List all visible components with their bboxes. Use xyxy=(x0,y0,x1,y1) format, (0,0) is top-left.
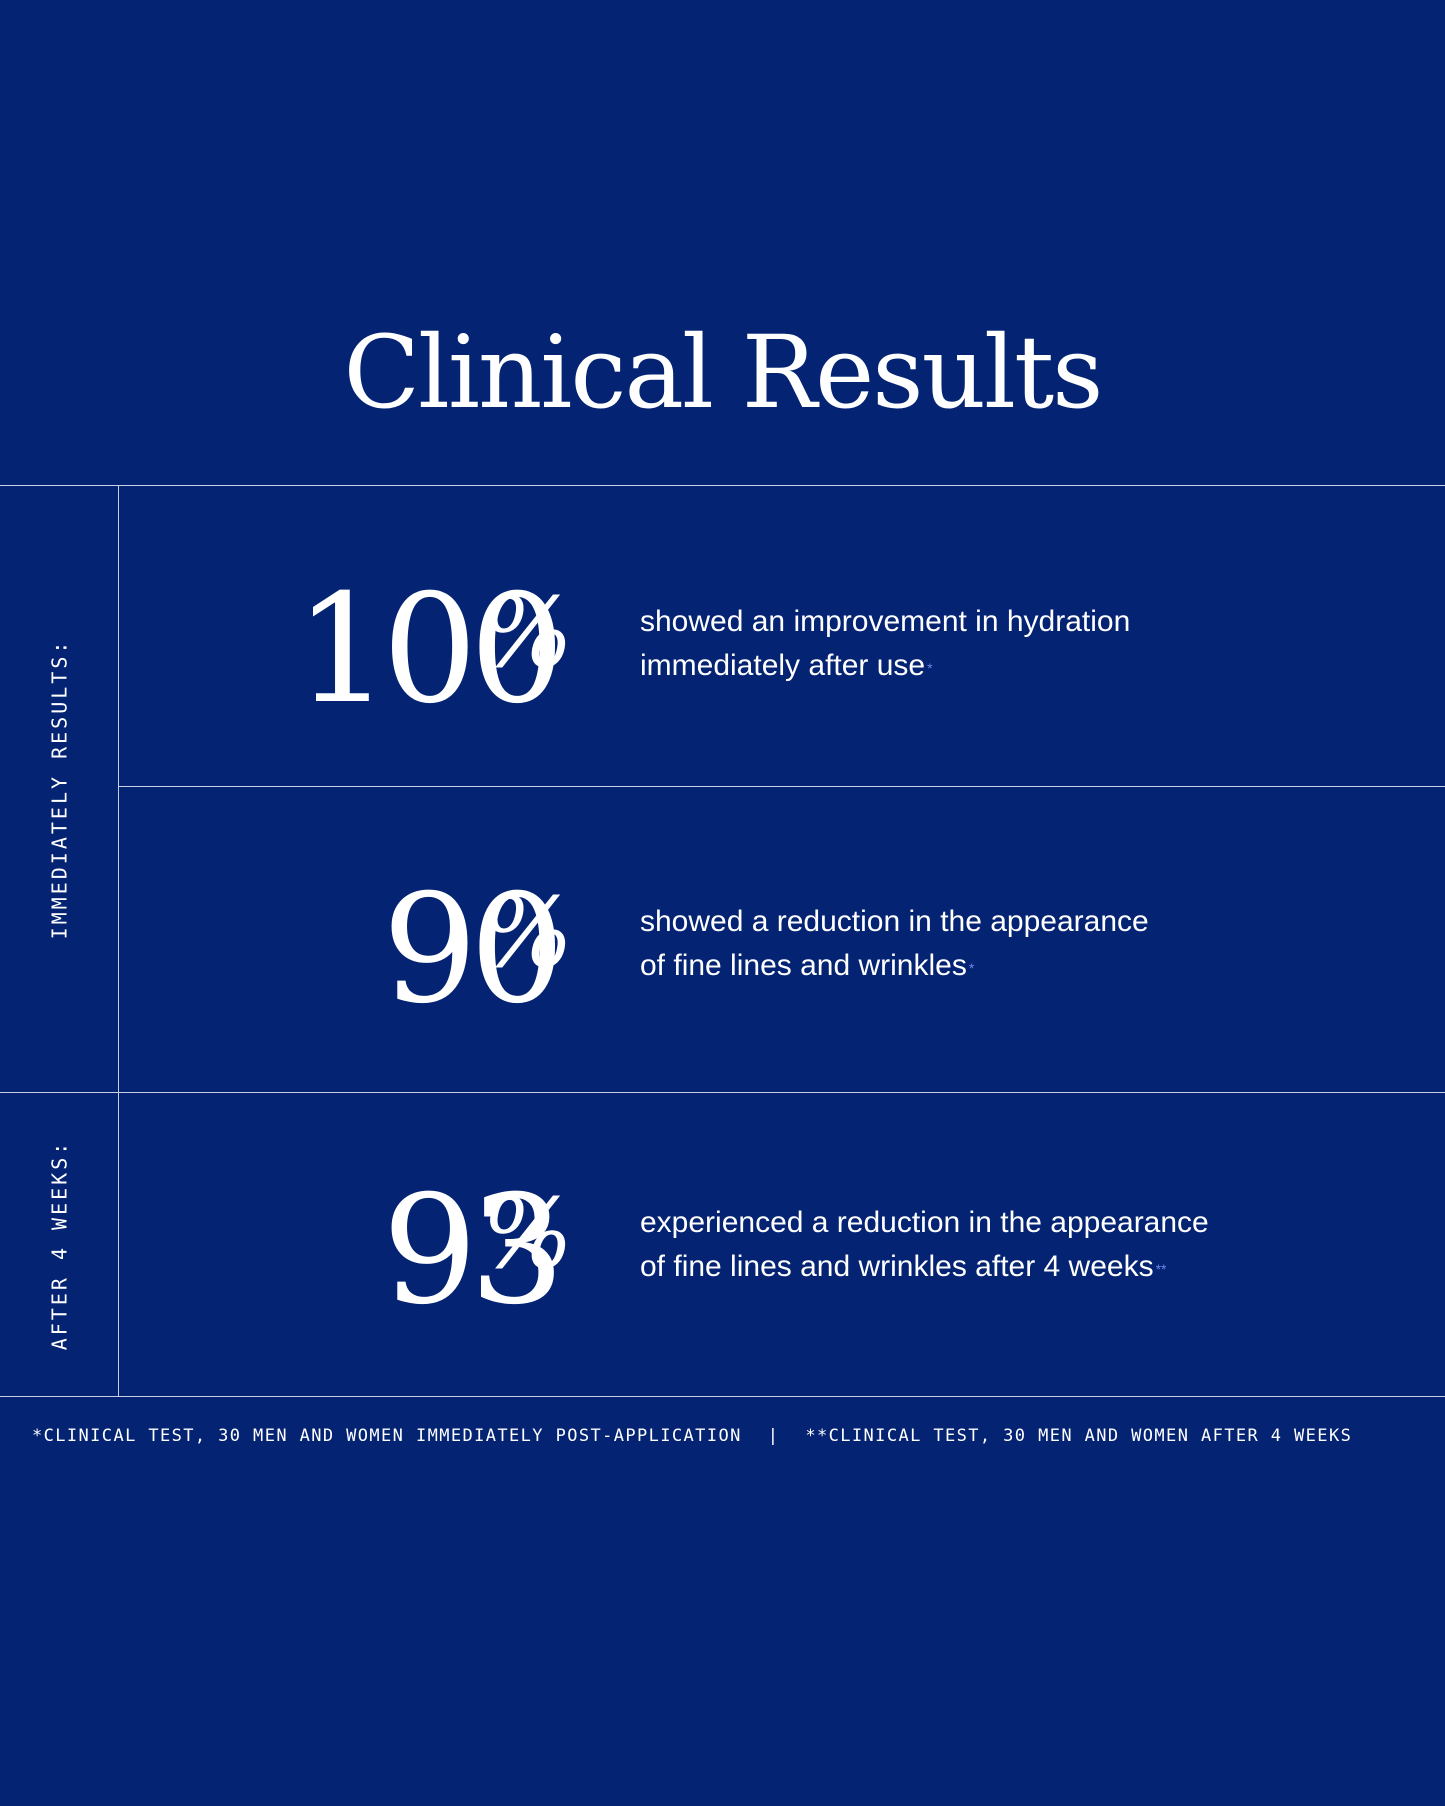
footnote-first: *CLINICAL TEST, 30 MEN AND WOMEN IMMEDIA… xyxy=(32,1426,742,1446)
footnotes: *CLINICAL TEST, 30 MEN AND WOMEN IMMEDIA… xyxy=(32,1426,1352,1446)
stat-description-line: showed a reduction in the appearance xyxy=(640,905,1149,938)
stat-row-fine-lines: 90 % showed a reduction in the appearanc… xyxy=(120,875,1445,1035)
side-label-weeks: AFTER 4 WEEKS: xyxy=(0,1093,118,1396)
stat-percent-sign: % xyxy=(482,1178,574,1290)
stat-percent-sign: % xyxy=(482,577,574,689)
divider-vertical xyxy=(118,485,119,1396)
stat-row-after-4-weeks: 93 % experienced a reduction in the appe… xyxy=(120,1176,1445,1336)
page-title: Clinical Results xyxy=(343,314,1104,431)
side-label-immediate: IMMEDIATELY RESULTS: xyxy=(0,486,118,1092)
stat-number: 90 xyxy=(382,863,565,1037)
footnote-mark: * xyxy=(927,660,933,676)
stat-description: showed a reduction in the appearance of … xyxy=(640,900,1149,988)
stat-description-line: immediately after use * xyxy=(640,649,933,682)
stat-number: 93 xyxy=(382,1164,565,1338)
stat-description: showed an improvement in hydration immed… xyxy=(640,600,1130,688)
footnote-mark: ** xyxy=(1155,1261,1167,1277)
footnote-second: **CLINICAL TEST, 30 MEN AND WOMEN AFTER … xyxy=(805,1426,1353,1446)
footnote-separator: | xyxy=(767,1426,780,1446)
side-label-weeks-text: AFTER 4 WEEKS: xyxy=(47,1139,72,1350)
stat-description: experienced a reduction in the appearanc… xyxy=(640,1201,1209,1289)
stat-row-hydration: 100 % showed an improvement in hydration… xyxy=(120,575,1445,735)
stat-percent-sign: % xyxy=(482,877,574,989)
stat-description-line: experienced a reduction in the appearanc… xyxy=(640,1206,1209,1239)
stat-number: 100 xyxy=(294,563,565,737)
divider-bottom xyxy=(0,1396,1445,1397)
footnote-mark: * xyxy=(968,960,975,976)
divider-section xyxy=(0,1092,1445,1093)
stat-description-line: of fine lines and wrinkles * xyxy=(640,949,975,982)
stat-description-line: of fine lines and wrinkles after 4 weeks… xyxy=(640,1250,1167,1283)
divider-row-1 xyxy=(118,786,1445,787)
divider-top xyxy=(0,485,1445,486)
side-label-immediate-text: IMMEDIATELY RESULTS: xyxy=(47,638,72,940)
stat-description-line: showed an improvement in hydration xyxy=(640,605,1131,638)
